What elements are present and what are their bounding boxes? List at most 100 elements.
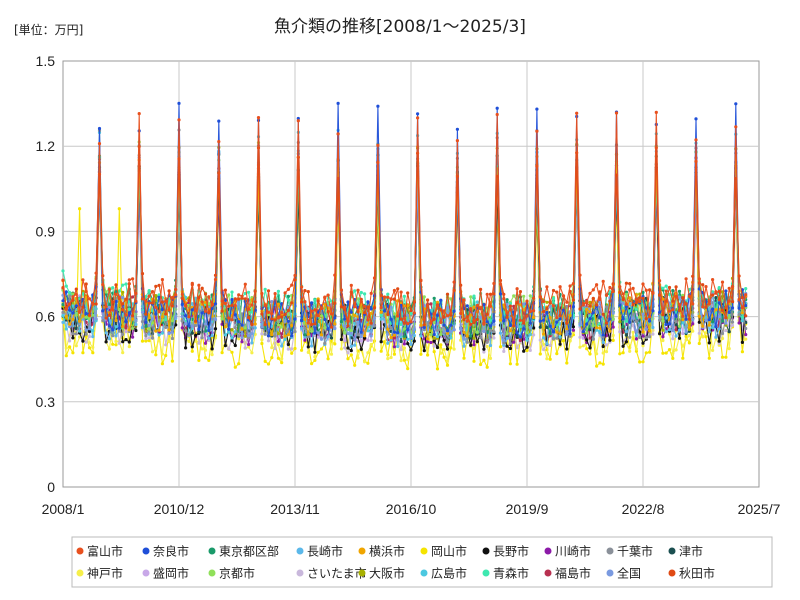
data-point: [157, 310, 161, 314]
data-point: [336, 101, 340, 105]
data-point: [68, 345, 72, 349]
data-point: [207, 336, 211, 340]
data-point: [131, 326, 135, 330]
data-point: [555, 352, 559, 356]
data-point: [323, 302, 327, 307]
data-point: [674, 334, 678, 338]
data-point: [515, 287, 519, 291]
data-point: [701, 305, 705, 309]
data-point: [406, 358, 410, 362]
data-point: [84, 332, 88, 336]
data-point: [661, 319, 665, 323]
data-point: [273, 347, 277, 351]
data-point: [744, 293, 748, 297]
data-point: [399, 290, 403, 294]
data-point: [170, 319, 174, 323]
data-point: [121, 340, 125, 344]
data-point: [432, 296, 436, 300]
data-point: [111, 308, 115, 312]
data-point: [571, 298, 576, 302]
data-point: [416, 112, 420, 116]
data-point: [104, 340, 108, 344]
data-point: [389, 336, 393, 340]
data-point: [154, 353, 158, 357]
data-point: [319, 307, 324, 311]
data-point: [691, 322, 695, 326]
data-point: [528, 348, 532, 352]
data-point: [223, 301, 227, 306]
data-point: [671, 356, 675, 360]
data-point: [459, 338, 463, 342]
legend-label: 長野市: [493, 544, 529, 559]
data-point: [121, 351, 125, 355]
data-point: [671, 289, 675, 293]
legend-label: 広島市: [431, 566, 467, 581]
data-point: [61, 269, 65, 273]
data-point: [210, 353, 214, 357]
data-point: [502, 341, 506, 345]
data-point: [107, 313, 111, 317]
data-point: [628, 309, 632, 313]
data-point: [449, 323, 453, 327]
data-point: [111, 286, 115, 290]
data-point: [180, 315, 184, 319]
data-point: [326, 293, 330, 297]
legend-marker: [420, 547, 428, 555]
data-point: [691, 329, 695, 333]
legend-marker: [420, 569, 428, 577]
data-point: [346, 327, 350, 332]
data-point: [667, 285, 672, 290]
data-point: [482, 329, 486, 333]
legend-marker: [544, 569, 552, 577]
data-point: [174, 293, 178, 297]
data-point: [707, 302, 711, 306]
data-point: [71, 311, 75, 315]
data-point: [402, 342, 406, 346]
data-point: [154, 312, 158, 316]
data-point: [346, 300, 350, 304]
data-point: [346, 332, 350, 336]
data-point: [157, 333, 161, 337]
data-point: [462, 337, 466, 341]
data-point: [300, 348, 304, 352]
data-point: [585, 300, 589, 304]
data-point: [479, 362, 483, 367]
data-point: [604, 343, 609, 347]
data-point: [479, 287, 483, 291]
data-point: [604, 293, 609, 297]
data-point: [359, 335, 363, 339]
data-point: [290, 283, 294, 287]
legend-label: 奈良市: [153, 544, 189, 559]
data-point: [475, 303, 479, 308]
data-point: [276, 343, 280, 347]
data-point: [558, 285, 562, 289]
data-point: [505, 344, 509, 348]
data-point: [472, 359, 476, 363]
data-point: [727, 347, 731, 351]
data-point: [270, 312, 274, 316]
data-point: [227, 304, 231, 308]
data-point: [744, 333, 748, 337]
data-point: [475, 340, 479, 344]
data-point: [349, 329, 353, 333]
data-point: [568, 332, 572, 336]
data-point: [107, 347, 111, 351]
data-point: [233, 297, 237, 301]
data-point: [591, 288, 595, 292]
data-point: [283, 334, 287, 338]
data-point: [117, 289, 121, 293]
data-point: [71, 295, 75, 299]
data-point: [535, 129, 539, 133]
data-point: [671, 329, 675, 333]
data-point: [237, 293, 241, 297]
data-point: [740, 319, 745, 323]
data-point: [641, 282, 645, 286]
y-tick-label: 0.9: [36, 223, 56, 239]
data-point: [479, 336, 483, 340]
data-point: [64, 314, 68, 318]
data-point: [558, 302, 562, 306]
data-point: [518, 318, 523, 322]
data-point: [343, 346, 347, 350]
data-point: [323, 317, 327, 322]
data-point: [349, 353, 353, 357]
